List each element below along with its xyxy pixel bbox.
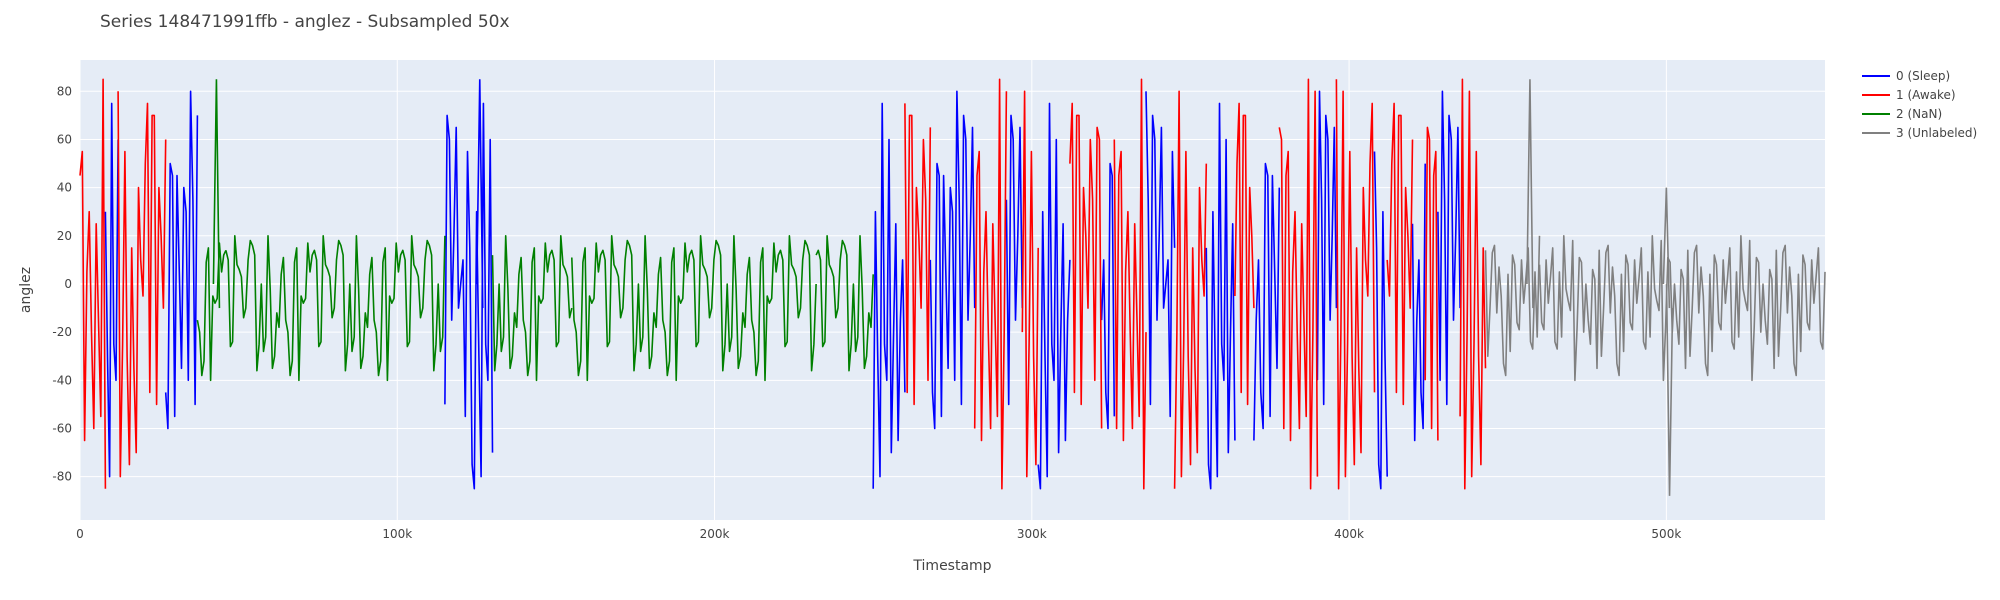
legend-label: 2 (NaN) — [1896, 106, 1943, 121]
series-line — [1021, 90, 1039, 478]
x-tick-label: 400k — [1334, 527, 1364, 541]
series-line — [104, 102, 119, 478]
y-tick-label: 0 — [64, 277, 72, 291]
series-line — [117, 91, 167, 478]
legend-item[interactable]: 1 (Awake) — [1862, 85, 1977, 104]
series-spike — [1665, 283, 1674, 496]
series-line — [973, 78, 1008, 490]
x-tick-label: 100k — [382, 527, 412, 541]
series-spike — [1662, 187, 1671, 309]
series-line — [1437, 90, 1461, 406]
series-spike — [1526, 79, 1534, 309]
legend-item[interactable]: 0 (Sleep) — [1862, 66, 1977, 85]
legend-label: 1 (Awake) — [1896, 87, 1956, 102]
series-line — [164, 90, 199, 430]
y-tick-label: 20 — [57, 229, 72, 243]
series-line — [1113, 78, 1147, 490]
y-tick-label: -40 — [52, 373, 72, 387]
series-line — [444, 102, 494, 490]
legend-label: 3 (Unlabeled) — [1896, 125, 1978, 140]
series-line — [1100, 162, 1116, 430]
legend-item[interactable]: 3 (Unlabeled) — [1862, 123, 1977, 142]
series-line — [1373, 151, 1388, 490]
y-tick-label: -20 — [52, 325, 72, 339]
x-tick-label: 0 — [76, 527, 84, 541]
series-line — [1411, 163, 1426, 442]
legend-item[interactable]: 2 (NaN) — [1862, 104, 1977, 123]
legend-label: 0 (Sleep) — [1896, 68, 1951, 83]
legend-swatch — [1862, 93, 1890, 96]
y-tick-label: -80 — [52, 470, 72, 484]
series-line — [1205, 102, 1236, 490]
legend-swatch — [1862, 131, 1890, 134]
legend-swatch — [1862, 112, 1890, 115]
series-line — [225, 235, 446, 382]
series-line — [1386, 102, 1414, 406]
series-line — [1335, 79, 1376, 490]
legend: 0 (Sleep) 1 (Awake) 2 (NaN) 3 (Unlabeled) — [1862, 66, 1977, 142]
y-tick-label: 40 — [57, 181, 72, 195]
series-line — [872, 102, 906, 489]
series-line — [815, 235, 874, 372]
x-tick-label: 200k — [700, 527, 730, 541]
y-axis-label: anglez — [18, 267, 34, 313]
series-line — [904, 103, 932, 406]
x-tick-label: 300k — [1017, 527, 1047, 541]
series-line — [1253, 162, 1281, 441]
y-tick-label: -60 — [52, 421, 72, 435]
series-line — [929, 90, 976, 430]
legend-swatch — [1862, 74, 1890, 77]
series-line — [1459, 78, 1487, 490]
series-line — [1145, 91, 1176, 418]
x-axis-label: Timestamp — [912, 558, 991, 574]
chart-title: Series 148471991ffb - anglez - Subsample… — [100, 12, 510, 32]
x-tick-label: 500k — [1651, 527, 1681, 541]
series-line — [1316, 90, 1338, 406]
y-tick-label: 60 — [57, 132, 72, 146]
series-spike — [212, 79, 221, 309]
series-spike — [475, 79, 484, 309]
series-line — [571, 235, 817, 382]
series-line — [1234, 102, 1255, 406]
series-line — [1424, 126, 1439, 441]
series-line — [1173, 90, 1208, 489]
series-line — [1538, 235, 1826, 382]
series-line — [1037, 102, 1071, 490]
series-line — [491, 235, 573, 382]
series-line — [1278, 78, 1319, 490]
series-line — [1484, 235, 1541, 377]
series-line — [79, 78, 107, 489]
y-tick-label: 80 — [57, 84, 72, 98]
series-line — [1069, 102, 1103, 429]
series-line — [1005, 114, 1024, 406]
series-line — [196, 242, 227, 382]
